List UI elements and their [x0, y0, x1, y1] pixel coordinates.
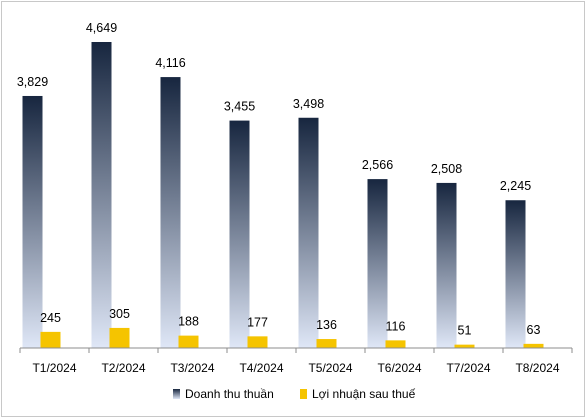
revenue-bar — [298, 117, 319, 348]
x-tick-label: T8/2024 — [515, 361, 559, 375]
legend-label-profit: Lợi nhuận sau thuế — [312, 387, 416, 401]
x-tick-label: T3/2024 — [170, 361, 214, 375]
legend-swatch-profit — [300, 389, 307, 399]
profit-data-label: 63 — [527, 323, 541, 337]
profit-data-label: 305 — [109, 307, 130, 321]
revenue-data-label: 4,649 — [86, 21, 117, 35]
x-tick-label: T6/2024 — [377, 361, 421, 375]
revenue-bar — [229, 120, 250, 348]
profit-bar — [385, 340, 406, 348]
revenue-data-label: 2,508 — [431, 162, 462, 176]
revenue-bar — [505, 200, 526, 348]
revenue-bar — [22, 95, 43, 348]
profit-bar — [454, 344, 475, 348]
profit-data-label: 136 — [316, 318, 337, 332]
revenue-data-label: 4,116 — [155, 56, 185, 70]
profit-data-label: 116 — [386, 319, 406, 333]
profit-data-label: 51 — [458, 324, 472, 338]
profit-bar — [178, 335, 199, 348]
revenue-data-label: 2,566 — [362, 158, 393, 172]
legend: Doanh thu thuần Lợi nhuận sau thuế — [173, 387, 416, 401]
profit-bar — [109, 327, 130, 348]
revenue-data-label: 3,455 — [224, 100, 255, 114]
profit-bar — [523, 343, 544, 348]
revenue-bar — [367, 179, 388, 348]
revenue-data-label: 3,829 — [17, 75, 48, 89]
data-labels: 3,829 245 4,649 305 4,116 188 3,455 177 3,498 136… — [17, 21, 541, 338]
profit-bar — [40, 331, 61, 348]
legend-label-revenue: Doanh thu thuần — [185, 387, 274, 401]
revenue-bar — [91, 42, 112, 348]
profit-data-label: 177 — [247, 315, 268, 329]
revenue-bar — [436, 182, 457, 348]
revenue-bar — [160, 77, 181, 348]
x-tick-label: T1/2024 — [32, 361, 76, 375]
profit-bar — [247, 336, 268, 348]
legend-swatch-revenue — [173, 389, 180, 399]
profit-bar — [316, 339, 337, 348]
x-tick-label: T7/2024 — [446, 361, 490, 375]
x-tick-label: T4/2024 — [239, 361, 283, 375]
bars-group — [22, 42, 544, 348]
revenue-data-label: 2,245 — [500, 179, 531, 193]
x-tick-label: T2/2024 — [101, 361, 145, 375]
x-axis-ticks: T1/2024 T2/2024 T3/2024 T4/2024 T5/2024 T6/20… — [19, 348, 573, 375]
profit-data-label: 245 — [40, 311, 61, 325]
revenue-data-label: 3,498 — [293, 97, 324, 111]
profit-data-label: 188 — [178, 315, 199, 329]
x-tick-label: T5/2024 — [308, 361, 352, 375]
